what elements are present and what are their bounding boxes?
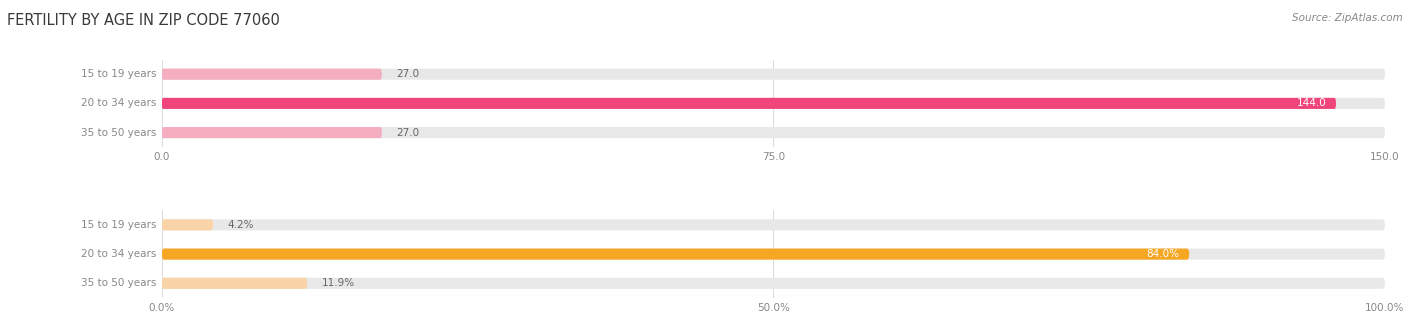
Text: 15 to 19 years: 15 to 19 years [82, 69, 157, 79]
FancyBboxPatch shape [162, 69, 382, 80]
Text: FERTILITY BY AGE IN ZIP CODE 77060: FERTILITY BY AGE IN ZIP CODE 77060 [7, 13, 280, 28]
FancyBboxPatch shape [162, 127, 1385, 138]
Text: 84.0%: 84.0% [1146, 249, 1180, 259]
Text: 27.0: 27.0 [396, 127, 419, 138]
FancyBboxPatch shape [162, 219, 1385, 230]
Text: 20 to 34 years: 20 to 34 years [82, 98, 157, 108]
FancyBboxPatch shape [162, 98, 1336, 109]
FancyBboxPatch shape [162, 127, 382, 138]
Text: 15 to 19 years: 15 to 19 years [82, 220, 157, 230]
FancyBboxPatch shape [162, 249, 1385, 260]
Text: 4.2%: 4.2% [228, 220, 254, 230]
FancyBboxPatch shape [162, 69, 1385, 80]
Text: 27.0: 27.0 [396, 69, 419, 79]
FancyBboxPatch shape [162, 249, 1189, 260]
FancyBboxPatch shape [162, 278, 308, 289]
Text: 35 to 50 years: 35 to 50 years [82, 278, 157, 288]
FancyBboxPatch shape [162, 219, 214, 230]
FancyBboxPatch shape [162, 278, 1385, 289]
Text: Source: ZipAtlas.com: Source: ZipAtlas.com [1292, 13, 1403, 23]
FancyBboxPatch shape [162, 98, 1385, 109]
Text: 35 to 50 years: 35 to 50 years [82, 127, 157, 138]
Text: 20 to 34 years: 20 to 34 years [82, 249, 157, 259]
Text: 11.9%: 11.9% [322, 278, 356, 288]
Text: 144.0: 144.0 [1296, 98, 1326, 108]
